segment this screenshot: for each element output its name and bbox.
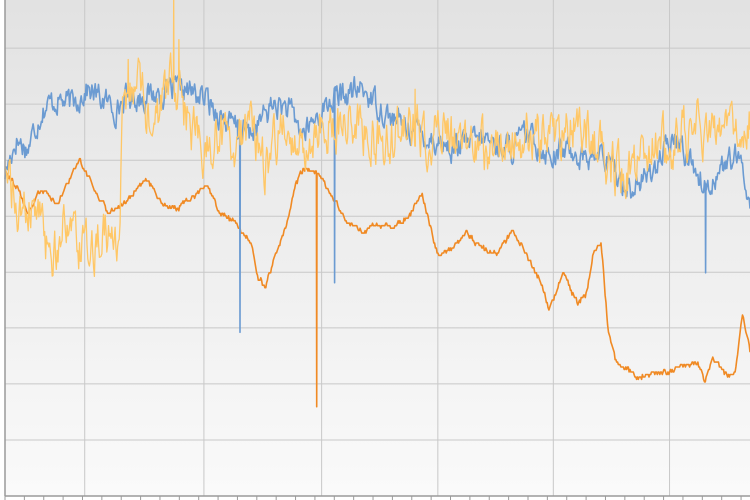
- series-line-yellow: [4, 0, 750, 278]
- gridlines: [5, 0, 750, 497]
- plot-background: [5, 0, 750, 496]
- series-line-orange: [4, 157, 750, 408]
- axes: [4, 0, 750, 500]
- series-lines: [4, 0, 750, 408]
